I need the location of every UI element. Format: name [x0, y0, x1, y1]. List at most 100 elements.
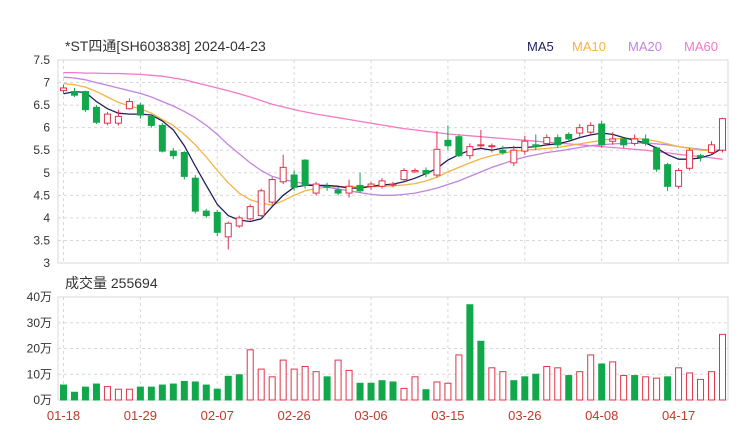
volume-tick-label: 10万	[27, 367, 52, 381]
price-tick-label: 4.5	[33, 188, 50, 202]
volume-bar	[653, 377, 661, 401]
volume-bar	[70, 391, 78, 401]
volume-bar	[510, 380, 518, 401]
volume-bar	[532, 373, 540, 401]
candle-body	[521, 140, 529, 152]
volume-bar	[664, 376, 672, 401]
candle	[81, 90, 89, 112]
candle	[455, 134, 463, 157]
candle	[389, 181, 397, 188]
candle	[499, 145, 507, 155]
candle-body	[312, 183, 320, 194]
candle	[631, 134, 639, 146]
candle	[301, 159, 309, 189]
candle-body	[620, 138, 628, 146]
candle	[521, 135, 529, 155]
candle	[356, 172, 364, 194]
volume-bar	[235, 374, 243, 401]
volume-bar	[576, 371, 584, 401]
volume-bar	[433, 381, 441, 401]
candle-body	[411, 170, 419, 173]
candle	[488, 143, 496, 153]
volume-bars	[59, 304, 727, 401]
candle	[543, 134, 551, 146]
candle	[466, 143, 474, 160]
volume-bar	[411, 376, 419, 401]
candle-body	[59, 87, 67, 92]
candle-body	[488, 145, 496, 148]
candle	[136, 102, 144, 119]
candle-body	[510, 149, 518, 164]
volume-bar	[455, 354, 463, 401]
candle-body	[125, 101, 133, 110]
candle	[312, 181, 320, 196]
candle-body	[686, 149, 694, 169]
volume-bar	[631, 375, 639, 401]
date-tick-label: 04-17	[662, 408, 695, 423]
candle-body	[81, 91, 89, 111]
volume-bar	[81, 386, 89, 401]
candle	[609, 132, 617, 145]
candle-body	[444, 139, 452, 147]
candle-body	[257, 190, 265, 217]
legend-item: MA5	[527, 39, 554, 54]
volume-bar	[499, 371, 507, 401]
candle	[642, 134, 650, 146]
volume-bar	[125, 388, 133, 401]
price-tick-label: 5.5	[33, 143, 50, 157]
volume-bar	[92, 383, 100, 401]
candle	[279, 154, 287, 185]
candle-body	[147, 115, 155, 126]
candle	[334, 187, 342, 196]
volume-bar	[356, 382, 364, 401]
candle-body	[103, 113, 111, 124]
volume-bar	[312, 371, 320, 401]
volume-bar	[224, 375, 232, 401]
volume-tick-label: 40万	[27, 290, 52, 304]
date-tick-label: 01-18	[47, 408, 80, 423]
candle-body	[323, 185, 331, 188]
price-tick-label: 7.5	[33, 53, 50, 67]
volume-bar	[202, 384, 210, 401]
candle-body	[389, 183, 397, 186]
candle-body	[532, 144, 540, 148]
volume-bar	[334, 359, 342, 401]
candle	[169, 147, 177, 160]
candle-body	[499, 149, 507, 153]
candle	[400, 168, 408, 182]
volume-bar	[609, 361, 617, 401]
legend-item: MA20	[628, 39, 662, 54]
candle	[290, 170, 298, 191]
candle	[224, 221, 232, 250]
volume-bar	[400, 387, 408, 401]
candle-body	[268, 179, 276, 203]
volume-bar	[554, 367, 562, 401]
candle-body	[642, 138, 650, 144]
candle-body	[202, 210, 210, 217]
price-tick-label: 3	[43, 256, 50, 270]
candle	[565, 132, 573, 142]
price-grid	[57, 59, 729, 264]
candle-body	[180, 151, 188, 177]
candle	[664, 162, 672, 191]
candle-body	[675, 170, 683, 187]
candle	[422, 167, 430, 178]
candle	[268, 177, 276, 205]
volume-bar	[466, 304, 474, 401]
candle	[378, 178, 386, 189]
candle-body	[697, 155, 705, 158]
candle-body	[664, 164, 672, 187]
candle	[345, 179, 353, 198]
candle-body	[433, 148, 441, 176]
candle-body	[367, 183, 375, 187]
candle	[411, 168, 419, 173]
candle-body	[576, 127, 584, 134]
candle	[444, 125, 452, 151]
volume-bar	[477, 340, 485, 401]
volume-tick-label: 30万	[27, 316, 52, 330]
candle	[686, 147, 694, 171]
date-tick-label: 02-07	[201, 408, 234, 423]
candle-body	[631, 138, 639, 144]
volume-bar	[697, 378, 705, 401]
candle-body	[422, 170, 430, 175]
